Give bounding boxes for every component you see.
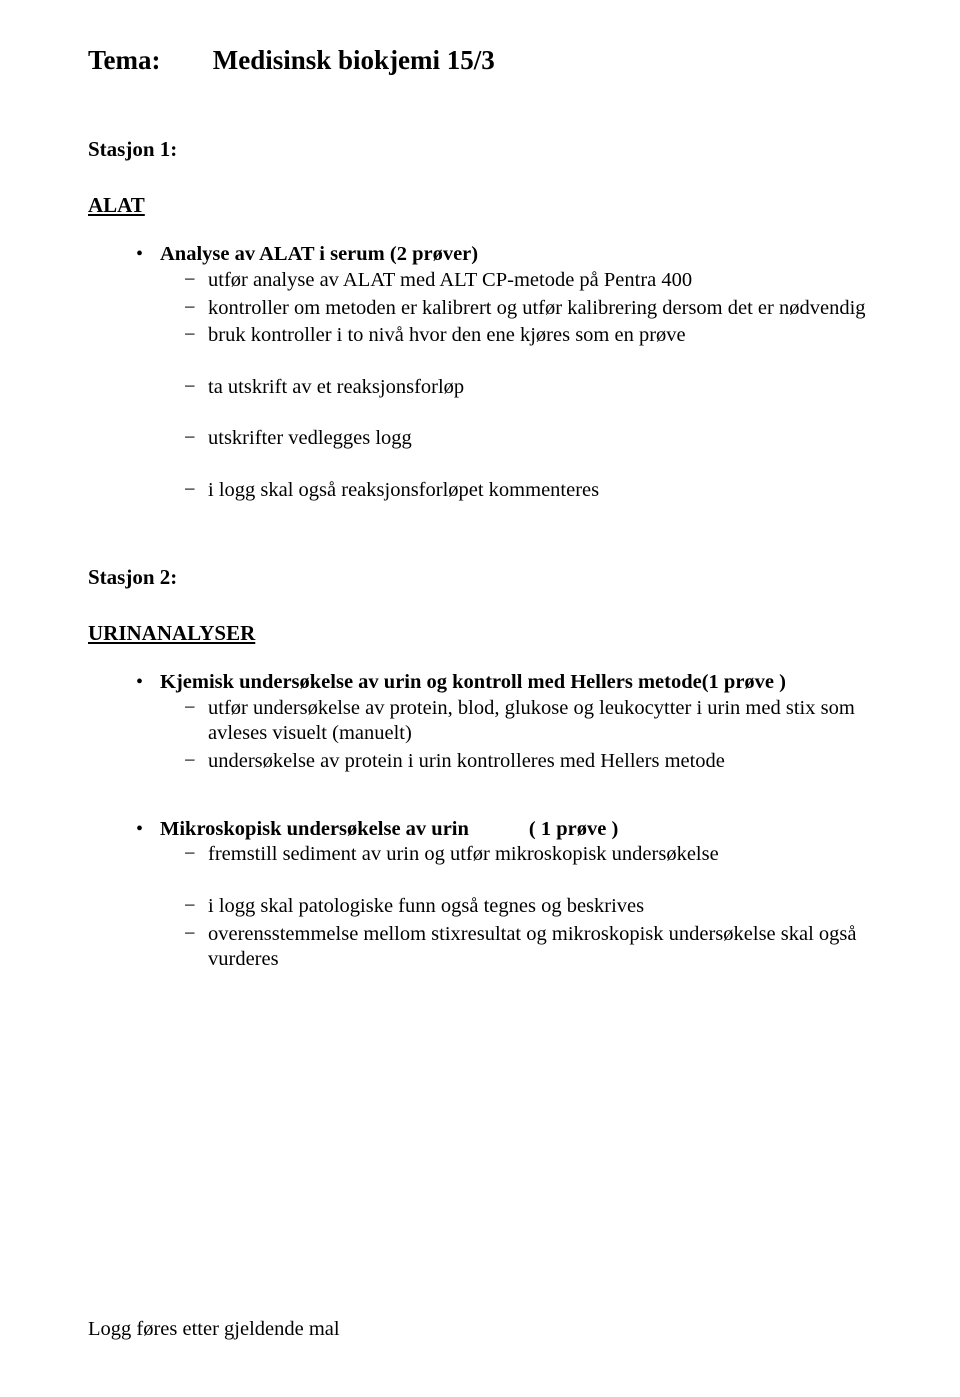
tema-label: Tema: (88, 44, 206, 78)
list-item: undersøkelse av protein i urin kontrolle… (184, 749, 872, 775)
list-item: ta utskrift av et reaksjonsforløp (184, 375, 872, 401)
list-item: Mikroskopisk undersøkelse av urin( 1 prø… (136, 817, 872, 973)
stasjon2-item1-sublist: utfør undersøkelse av protein, blod, glu… (160, 696, 872, 775)
stasjon2-list: Kjemisk undersøkelse av urin og kontroll… (88, 670, 872, 775)
list-item: Kjemisk undersøkelse av urin og kontroll… (136, 670, 872, 775)
stasjon1-heading: Stasjon 1: (88, 136, 872, 162)
list-item: utfør analyse av ALAT med ALT CP-metode … (184, 268, 872, 294)
stasjon2-list2: Mikroskopisk undersøkelse av urin( 1 prø… (88, 817, 872, 973)
stasjon2-item1-title: Kjemisk undersøkelse av urin og kontroll… (160, 671, 786, 693)
list-item: i logg skal patologiske funn også tegnes… (184, 894, 872, 920)
stasjon2-item2-title: Mikroskopisk undersøkelse av urin( 1 prø… (160, 818, 618, 840)
list-item: i logg skal også reaksjonsforløpet komme… (184, 478, 872, 504)
stasjon2-item2-sublist2: i logg skal patologiske funn også tegnes… (160, 894, 872, 973)
stasjon1-sublist: utfør analyse av ALAT med ALT CP-metode … (160, 268, 872, 349)
stasjon1-sublist2: ta utskrift av et reaksjonsforløp (160, 375, 872, 401)
tema-value: Medisinsk biokjemi 15/3 (213, 45, 495, 75)
stasjon2-item2-sublist: fremstill sediment av urin og utfør mikr… (160, 842, 872, 868)
list-item: fremstill sediment av urin og utfør mikr… (184, 842, 872, 868)
list-item: bruk kontroller i to nivå hvor den ene k… (184, 323, 872, 349)
list-item: overensstemmelse mellom stixresultat og … (184, 922, 872, 973)
list-item: utfør undersøkelse av protein, blod, glu… (184, 696, 872, 747)
stasjon1-section-title: ALAT (88, 192, 872, 218)
stasjon2-heading: Stasjon 2: (88, 564, 872, 590)
stasjon1-sublist4: i logg skal også reaksjonsforløpet komme… (160, 478, 872, 504)
list-item: utskrifter vedlegges logg (184, 426, 872, 452)
stasjon1-list: Analyse av ALAT i serum (2 prøver) utfør… (88, 242, 872, 503)
stasjon1-sublist3: utskrifter vedlegges logg (160, 426, 872, 452)
tema-line: Tema: Medisinsk biokjemi 15/3 (88, 44, 872, 78)
stasjon1-item1-title: Analyse av ALAT i serum (2 prøver) (160, 243, 478, 265)
footer-line: Logg føres etter gjeldende mal (88, 1317, 340, 1343)
stasjon2-section-title: URINANALYSER (88, 620, 872, 646)
list-item: kontroller om metoden er kalibrert og ut… (184, 296, 872, 322)
list-item: Analyse av ALAT i serum (2 prøver) utfør… (136, 242, 872, 503)
